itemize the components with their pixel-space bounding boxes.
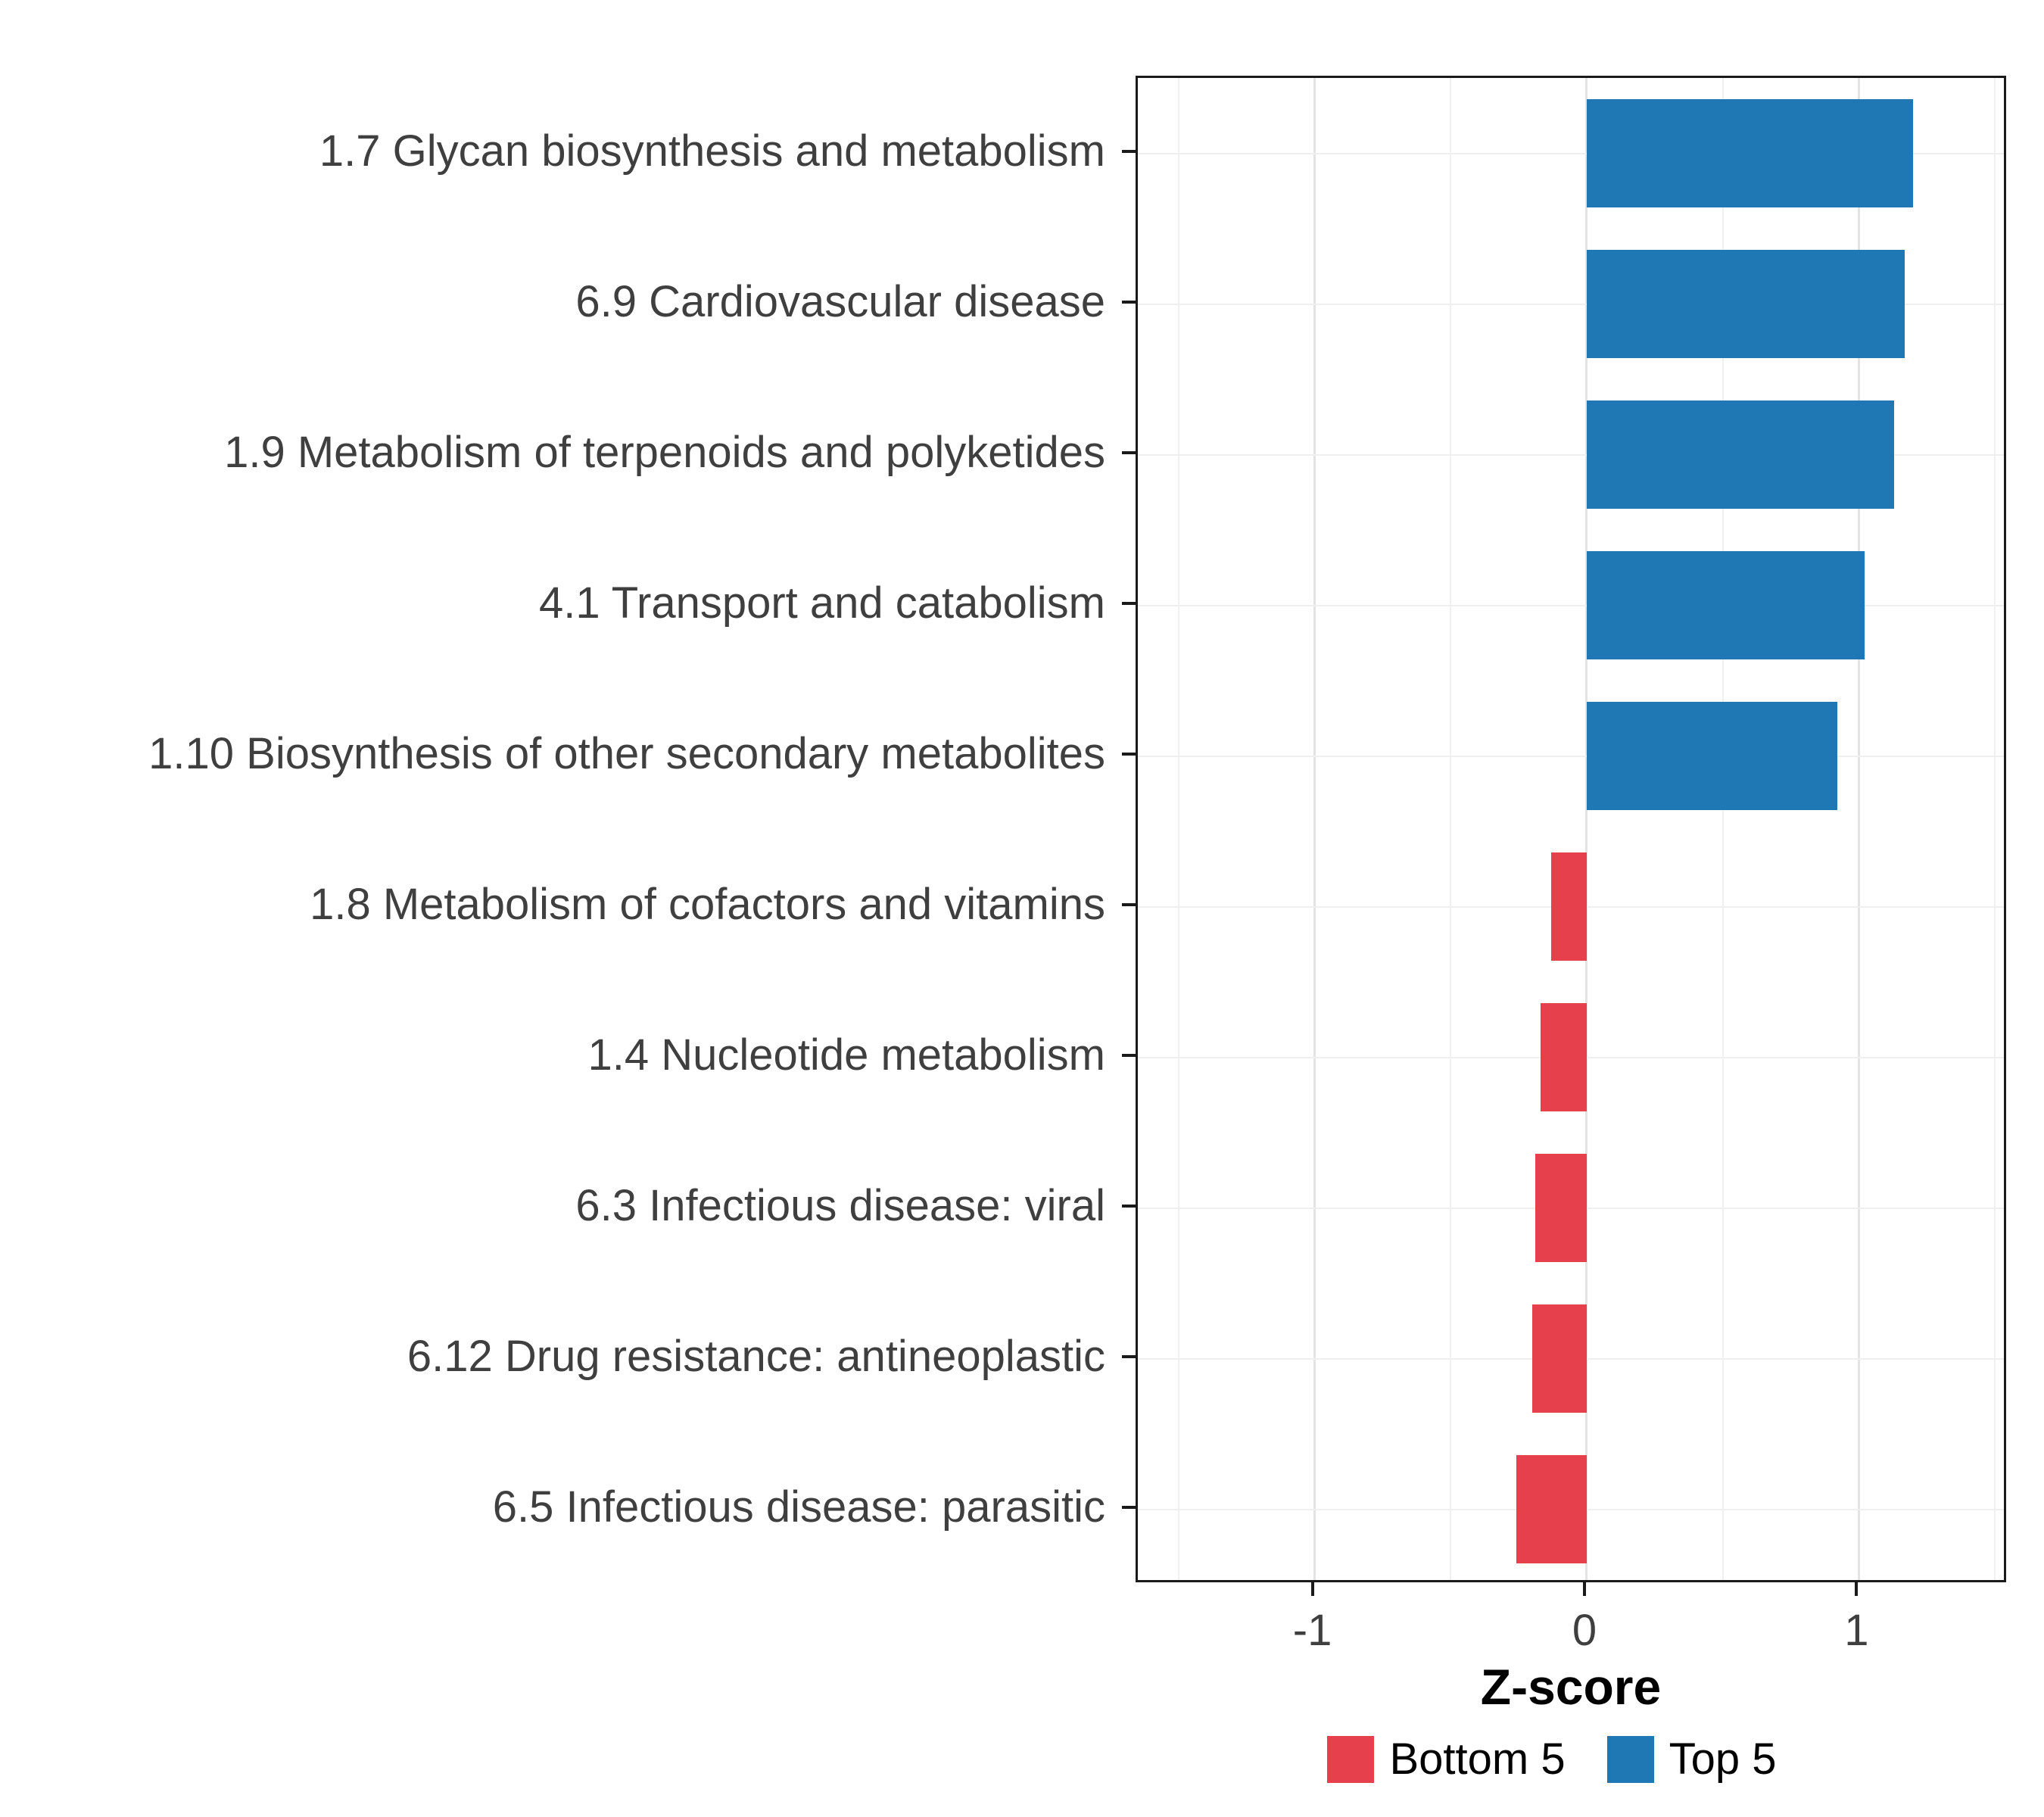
bar — [1540, 1003, 1587, 1111]
y-axis-label: 1.7 Glycan biosynthesis and metabolism — [319, 126, 1105, 176]
bar — [1586, 99, 1914, 207]
y-axis-tick — [1122, 601, 1136, 605]
y-axis-tick — [1122, 450, 1136, 454]
bar — [1586, 702, 1837, 810]
legend-swatch-top5 — [1606, 1735, 1654, 1783]
bar — [1586, 551, 1865, 659]
grid-line-major — [1585, 78, 1588, 1580]
grid-line-minor — [1450, 78, 1452, 1580]
legend-swatch-bottom5 — [1327, 1735, 1375, 1783]
y-axis-tick — [1122, 1053, 1136, 1057]
legend-item-bottom5: Bottom 5 — [1327, 1734, 1566, 1784]
x-axis-tick — [1310, 1582, 1314, 1596]
grid-line-horizontal — [1138, 755, 2004, 757]
grid-line-minor — [1722, 78, 1724, 1580]
y-axis-tick — [1122, 752, 1136, 756]
legend-label-bottom5: Bottom 5 — [1389, 1734, 1566, 1784]
y-axis-label: 4.1 Transport and catabolism — [539, 578, 1105, 628]
bar — [1516, 1455, 1587, 1563]
y-axis-label: 1.4 Nucleotide metabolism — [587, 1030, 1105, 1080]
y-axis-label: 6.12 Drug resistance: antineoplastic — [407, 1331, 1105, 1381]
y-axis-tick — [1122, 902, 1136, 906]
y-axis-tick — [1122, 1505, 1136, 1509]
grid-line-minor — [1177, 78, 1179, 1580]
y-axis-tick — [1122, 1354, 1136, 1358]
grid-line-major — [1313, 78, 1316, 1580]
y-axis-tick — [1122, 300, 1136, 304]
bar — [1535, 1154, 1587, 1262]
bar — [1551, 852, 1587, 961]
grid-line-major — [1857, 78, 1860, 1580]
y-axis-label: 6.9 Cardiovascular disease — [575, 276, 1105, 326]
y-axis-label: 1.9 Metabolism of terpenoids and polyket… — [224, 427, 1105, 477]
y-axis-label: 6.3 Infectious disease: viral — [575, 1180, 1105, 1230]
y-axis-label: 6.5 Infectious disease: parasitic — [492, 1482, 1105, 1532]
grid-line-horizontal — [1138, 303, 2004, 305]
bar — [1586, 400, 1895, 509]
x-axis-tick-label: 0 — [1572, 1606, 1597, 1655]
bar — [1532, 1304, 1587, 1413]
grid-line-horizontal — [1138, 152, 2004, 154]
legend-item-top5: Top 5 — [1606, 1734, 1777, 1784]
plot-panel — [1136, 76, 2006, 1582]
grid-line-minor — [1994, 78, 1996, 1580]
y-axis-label: 1.10 Biosynthesis of other secondary met… — [148, 728, 1105, 778]
x-axis-tick-label: 1 — [1844, 1606, 1869, 1655]
y-axis-label: 1.8 Metabolism of cofactors and vitamins — [310, 879, 1105, 929]
bar — [1586, 250, 1905, 358]
x-axis-tick-label: -1 — [1292, 1606, 1332, 1655]
grid-line-horizontal — [1138, 453, 2004, 456]
y-axis-tick — [1122, 1204, 1136, 1208]
x-axis-title: Z-score — [1480, 1659, 1662, 1715]
x-axis-tick — [1855, 1582, 1859, 1596]
x-axis-tick — [1582, 1582, 1586, 1596]
legend-label-top5: Top 5 — [1669, 1734, 1777, 1784]
grid-line-horizontal — [1138, 604, 2004, 606]
legend: Bottom 5 Top 5 — [1060, 1734, 2044, 1784]
y-axis-tick — [1122, 149, 1136, 153]
